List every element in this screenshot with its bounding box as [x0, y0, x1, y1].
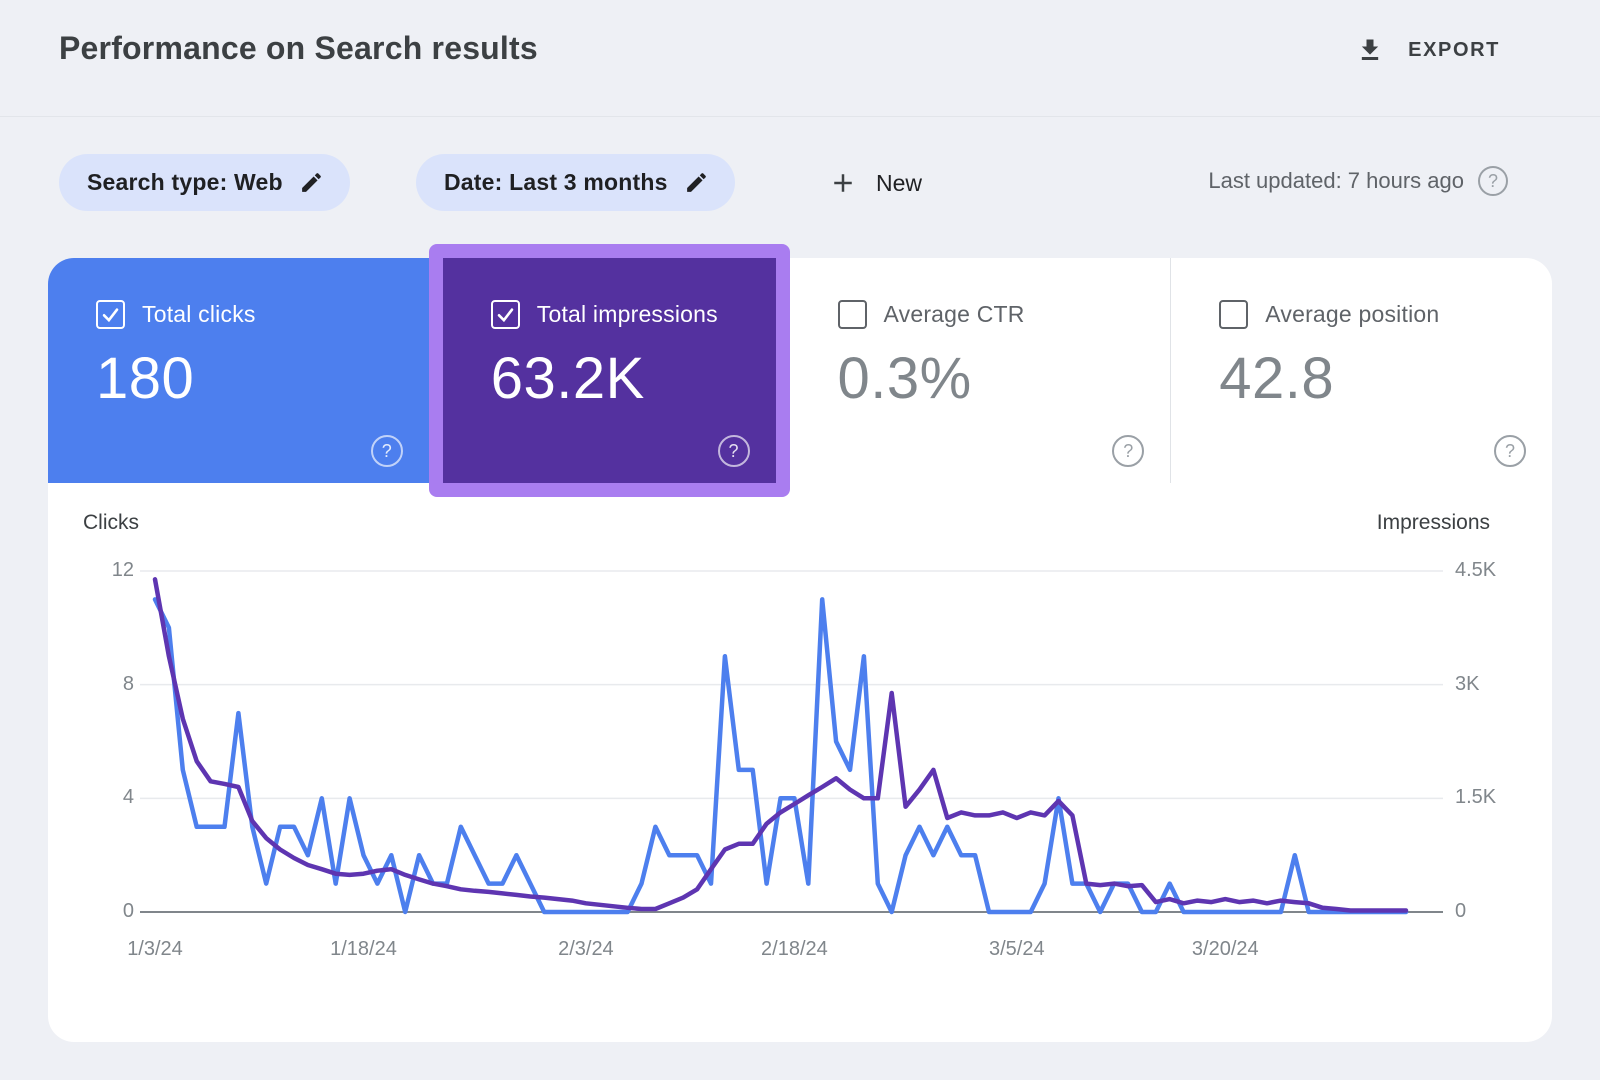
- checkbox-checked-icon[interactable]: [490, 300, 520, 329]
- line-chart-canvas[interactable]: [48, 483, 1552, 1042]
- metric-tile-total-clicks[interactable]: Total clicks 180 ?: [48, 258, 429, 483]
- metric-label: Average position: [1265, 301, 1440, 327]
- metric-tile-average-ctr[interactable]: Average CTR 0.3% ?: [790, 258, 1171, 483]
- right-axis-tick: 1.5K: [1455, 786, 1497, 809]
- last-updated-text: Last updated: 7 hours ago: [1208, 168, 1464, 193]
- help-icon[interactable]: ?: [370, 435, 403, 467]
- impressions-highlight-box: Total impressions 63.2K ?: [428, 244, 790, 497]
- plus-icon: [834, 174, 852, 192]
- help-icon[interactable]: ?: [1478, 166, 1508, 196]
- edit-icon: [686, 173, 706, 192]
- help-icon[interactable]: ?: [1112, 435, 1145, 467]
- export-label: EXPORT: [1408, 38, 1500, 61]
- x-axis-date-tick: 1/18/24: [330, 938, 397, 960]
- search-type-chip-label: Search type: Web: [87, 169, 283, 195]
- checkbox-unchecked-icon[interactable]: [1219, 300, 1249, 329]
- x-axis-date-tick: 3/20/24: [1191, 938, 1259, 960]
- export-button[interactable]: EXPORT: [1352, 30, 1504, 70]
- clicks-line-series[interactable]: [152, 597, 1409, 915]
- date-chip-label: Date: Last 3 months: [444, 169, 668, 195]
- download-icon: [1361, 39, 1379, 61]
- date-filter-chip[interactable]: Date: Last 3 months: [416, 154, 735, 211]
- help-icon[interactable]: ?: [1494, 435, 1526, 467]
- right-axis-tick: 0: [1455, 900, 1467, 922]
- metric-value: 42.8: [1219, 346, 1335, 411]
- metric-value: 180: [96, 346, 195, 411]
- filter-row: Search type: Web Date: Last 3 months New…: [0, 154, 1600, 212]
- metric-label: Average CTR: [883, 301, 1025, 327]
- right-axis-tick: 4.5K: [1455, 559, 1497, 581]
- search-type-chip[interactable]: Search type: Web: [59, 154, 350, 211]
- new-filter-label: New: [876, 169, 923, 196]
- right-axis-tick: 3K: [1455, 672, 1480, 695]
- metric-label: Total impressions: [536, 301, 718, 327]
- x-axis-date-tick: 2/3/24: [558, 938, 614, 960]
- performance-chart[interactable]: Clicks Impressions 0 0 4 1.5K 8 3K 12 4.5K 1/3/2…: [48, 483, 1552, 1042]
- edit-icon: [301, 173, 321, 192]
- left-axis-tick: 4: [122, 786, 134, 809]
- impressions-line-series[interactable]: [152, 577, 1409, 913]
- left-axis-tick: 8: [122, 672, 134, 695]
- metric-tile-total-impressions[interactable]: Total impressions 63.2K ?: [442, 258, 776, 483]
- help-icon[interactable]: ?: [717, 435, 750, 467]
- right-axis-title: Impressions: [1376, 511, 1490, 534]
- metric-label: Total clicks: [142, 301, 256, 327]
- metric-value: 63.2K: [490, 346, 645, 411]
- metric-header: Total clicks: [96, 300, 429, 329]
- left-axis-tick: 12: [111, 559, 134, 581]
- header-divider: [0, 116, 1600, 117]
- left-axis-tick: 0: [122, 900, 134, 922]
- page-header: Performance on Search results EXPORT: [0, 0, 1600, 116]
- new-filter-button[interactable]: New: [822, 162, 928, 204]
- metric-tiles: Total clicks 180 ? Total impressions: [48, 244, 1552, 497]
- checkbox-checked-icon[interactable]: [96, 300, 125, 329]
- left-axis-title: Clicks: [83, 511, 139, 534]
- metric-header: Average CTR: [837, 300, 1171, 329]
- x-axis-date-tick: 1/3/24: [127, 938, 183, 960]
- metric-tile-average-position[interactable]: Average position 42.8 ?: [1170, 258, 1552, 483]
- checkbox-unchecked-icon[interactable]: [837, 300, 867, 329]
- metric-value: 0.3%: [837, 346, 972, 411]
- performance-card: Total clicks 180 ? Total impressions: [48, 244, 1552, 1042]
- x-axis-date-tick: 2/18/24: [761, 938, 828, 960]
- x-axis-date-tick: 3/5/24: [988, 938, 1045, 960]
- metric-header: Total impressions: [490, 300, 776, 329]
- last-updated: Last updated: 7 hours ago ?: [1208, 166, 1508, 196]
- page-title: Performance on Search results: [59, 30, 538, 66]
- metric-header: Average position: [1219, 300, 1552, 329]
